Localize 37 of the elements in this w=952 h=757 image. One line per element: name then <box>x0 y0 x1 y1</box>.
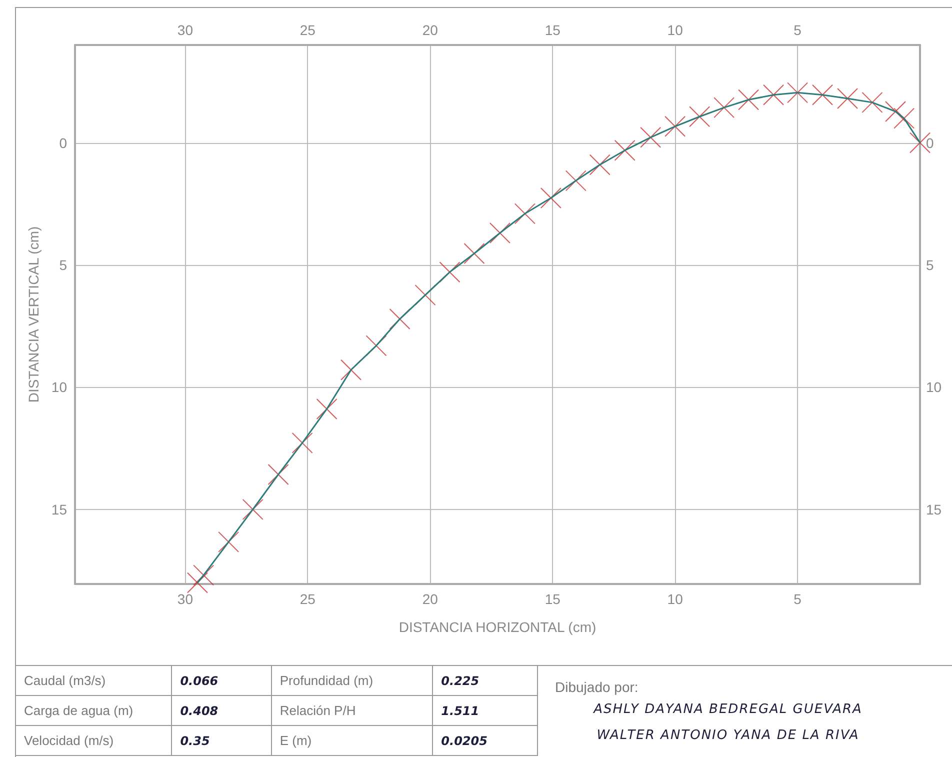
y2-tick-label: 0 <box>926 134 934 151</box>
x-tick-label: 15 <box>544 591 561 607</box>
x-tick-label: 20 <box>422 591 438 607</box>
text: 0.066 <box>172 666 272 696</box>
x2-tick-label: 20 <box>422 22 438 38</box>
x2-tick-label: 10 <box>667 22 684 38</box>
text: Velocidad (m/s) <box>16 726 172 756</box>
x-tick-label: 5 <box>794 591 802 607</box>
x-tick-label: 10 <box>667 591 684 607</box>
x2-tick-label: 25 <box>300 22 316 38</box>
text: E (m) <box>271 726 433 756</box>
y-tick-label: 15 <box>51 501 68 518</box>
text: Profundidad (m) <box>271 666 433 696</box>
text: 0.35 <box>172 726 272 756</box>
text: Dibujado por: <box>555 679 638 695</box>
x2-tick-label: 5 <box>794 22 802 38</box>
x-tick-label: 25 <box>300 591 316 607</box>
y-tick-label: 10 <box>51 379 68 396</box>
x-axis-title: DISTANCIA HORIZONTAL (cm) <box>398 619 596 635</box>
y-tick-label: 0 <box>59 134 68 151</box>
y-tick-label: 5 <box>59 257 68 273</box>
y-axis-title: DISTANCIA VERTICAL (cm) <box>26 226 42 403</box>
text: Carga de agua (m) <box>16 696 172 726</box>
text: 0.408 <box>172 696 272 726</box>
text: Caudal (m3/s) <box>16 666 172 696</box>
x-tick-label: 30 <box>177 591 194 607</box>
text: 0.0205 <box>432 726 538 756</box>
text: ASHLY DAYANA BEDREGAL GUEVARA <box>592 702 864 717</box>
x2-tick-label: 15 <box>544 22 561 38</box>
y2-tick-label: 5 <box>926 257 934 273</box>
x2-tick-label: 30 <box>177 22 194 38</box>
text: 0.225 <box>432 666 538 696</box>
y2-tick-label: 15 <box>926 501 942 518</box>
text: Relación P/H <box>271 696 433 726</box>
text: 1.511 <box>432 696 538 726</box>
y2-tick-label: 10 <box>926 379 942 396</box>
text: WALTER ANTONIO YANA DE LA RIVA <box>596 728 860 743</box>
